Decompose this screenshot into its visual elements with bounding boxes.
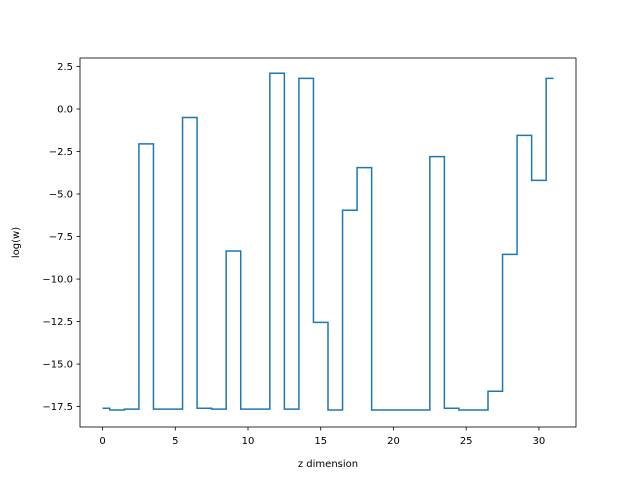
x-tick-label: 20	[387, 436, 400, 447]
x-tick-label: 30	[533, 436, 546, 447]
plot-area	[102, 72, 554, 411]
y-tick-label: −2.5	[49, 147, 73, 158]
y-tick-label: 2.5	[57, 62, 73, 73]
y-tick-label: −17.5	[42, 402, 73, 413]
y-axis-label: log(w)	[11, 227, 22, 258]
y-tick-label: −10.0	[42, 275, 73, 286]
series-line-0	[102, 72, 554, 411]
x-tick-label: 15	[314, 436, 327, 447]
y-tick-label: −7.5	[49, 232, 73, 243]
x-axis-label: z dimension	[298, 459, 358, 470]
y-tick-label: −12.5	[42, 317, 73, 328]
x-tick-label: 10	[242, 436, 255, 447]
y-tick-label: −5.0	[49, 190, 73, 201]
axis-ticks: 0 5 10 15 20 25 30 2.5 0.0 −2.5 −5.0 −7.5 −10.0 −12.5…	[42, 62, 545, 447]
axes-frame	[79, 57, 577, 428]
x-tick-label: 25	[460, 436, 473, 447]
y-tick-label: −15.0	[42, 360, 73, 371]
y-tick-label: 0.0	[57, 105, 73, 116]
x-tick-label: 5	[172, 436, 178, 447]
x-tick-label: 0	[99, 436, 105, 447]
